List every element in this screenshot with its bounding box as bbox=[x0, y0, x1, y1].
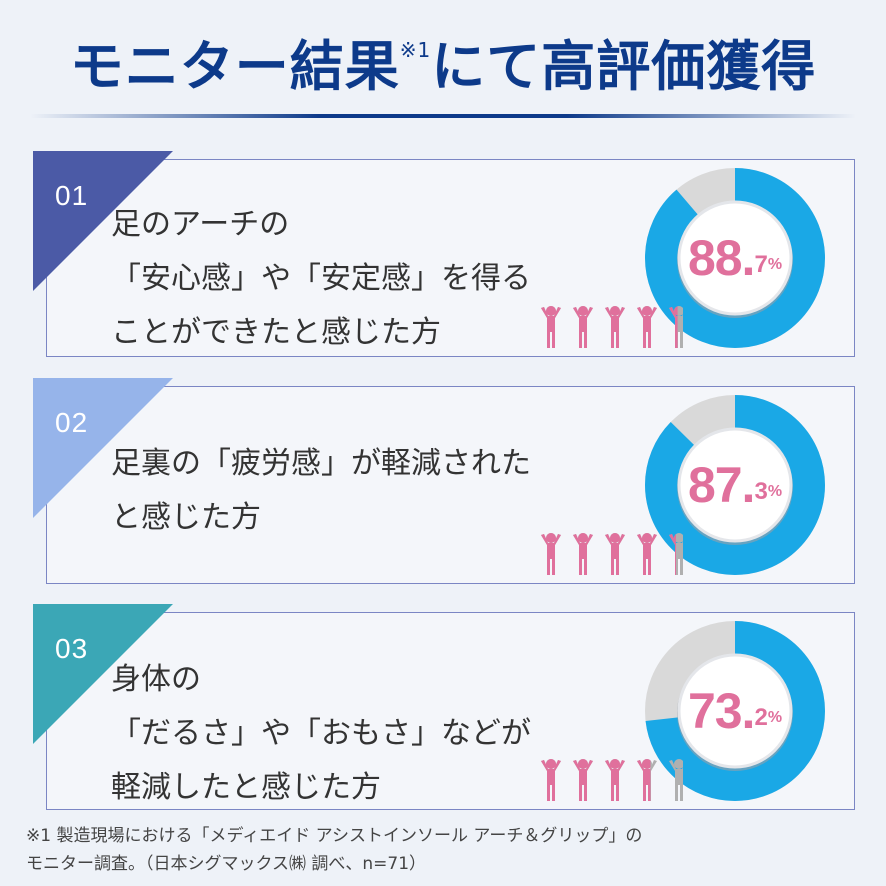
footnote: ※1 製造現場における「メディエイド アシストインソール アーチ＆グリップ」の … bbox=[26, 822, 642, 878]
card-text-line: 「だるさ」や「おもさ」などが bbox=[111, 716, 531, 751]
title-divider bbox=[30, 114, 856, 118]
card-text-line: 「安心感」や「安定感」を得る bbox=[111, 261, 531, 296]
person-icon bbox=[541, 759, 561, 801]
percent-int: 87. bbox=[687, 457, 756, 513]
donut-center bbox=[677, 200, 793, 316]
donut-value-arc bbox=[645, 395, 825, 575]
person-icon bbox=[605, 759, 625, 801]
number-ribbon bbox=[33, 151, 173, 291]
footnote-line: モニター調査。（日本シグマックス㈱ 調べ、n=71） bbox=[26, 854, 427, 874]
card-text: 身体の 「だるさ」や「おもさ」などが 軽減したと感じた方 bbox=[111, 653, 531, 815]
result-card-2: 02 足裏の「疲労感」が軽減された と感じた方 87. 3% bbox=[33, 378, 855, 584]
percent-dec: 7 bbox=[754, 251, 768, 278]
person-icon bbox=[573, 533, 593, 575]
result-card-1: 01 足のアーチの 「安心感」や「安定感」を得る ことができたと感じた方 88.… bbox=[33, 151, 855, 360]
people-icon-group bbox=[541, 306, 683, 348]
person-icon bbox=[669, 306, 683, 348]
percent-label: 87. 3% bbox=[641, 391, 829, 579]
donut-value-arc bbox=[645, 168, 825, 348]
person-icon bbox=[637, 533, 657, 575]
card-text: 足のアーチの 「安心感」や「安定感」を得る ことができたと感じた方 bbox=[111, 198, 531, 360]
percent-int: 88. bbox=[687, 230, 756, 286]
person-icon bbox=[669, 759, 683, 801]
card-text-line: 足のアーチの bbox=[111, 207, 290, 242]
donut-value-arc bbox=[645, 621, 825, 801]
title-rest: にて高評価獲得 bbox=[431, 35, 817, 98]
card-text-line: ことができたと感じた方 bbox=[111, 315, 441, 350]
person-icon bbox=[637, 759, 657, 801]
title-footnote-mark: ※1 bbox=[399, 38, 432, 62]
person-icon bbox=[669, 533, 683, 575]
footnote-line: ※1 製造現場における「メディエイド アシストインソール アーチ＆グリップ」の bbox=[26, 826, 643, 846]
person-icon bbox=[573, 306, 593, 348]
person-icon bbox=[541, 533, 561, 575]
card-text: 足裏の「疲労感」が軽減された と感じた方 bbox=[111, 437, 531, 545]
percent-unit: % bbox=[767, 256, 783, 273]
donut-center bbox=[677, 427, 793, 543]
percent-dec: 3 bbox=[754, 478, 768, 505]
number-ribbon bbox=[33, 604, 173, 744]
donut-chart bbox=[645, 168, 825, 348]
ribbon-shape bbox=[33, 378, 173, 518]
person-icon bbox=[573, 759, 593, 801]
person-icon bbox=[541, 306, 561, 348]
person-icon bbox=[605, 533, 625, 575]
ribbon-shape bbox=[33, 151, 173, 291]
donut-chart bbox=[645, 395, 825, 575]
percent-unit: % bbox=[767, 483, 783, 500]
people-icon-group bbox=[541, 533, 683, 575]
number-ribbon bbox=[33, 378, 173, 518]
percent-unit: % bbox=[767, 709, 783, 726]
title-main: モニター結果 bbox=[69, 35, 400, 98]
donut-center bbox=[677, 653, 793, 769]
percent-dec: 2 bbox=[754, 704, 768, 731]
card-text-line: と感じた方 bbox=[111, 500, 261, 535]
donut-chart bbox=[645, 621, 825, 801]
card-number: 01 bbox=[55, 180, 89, 211]
ribbon-shape bbox=[33, 604, 173, 744]
page-title: モニター結果※1にて高評価獲得 bbox=[0, 22, 886, 101]
card-number: 02 bbox=[55, 407, 89, 438]
card-text-line: 軽減したと感じた方 bbox=[111, 770, 381, 805]
person-icon bbox=[637, 306, 657, 348]
result-card-3: 03 身体の 「だるさ」や「おもさ」などが 軽減したと感じた方 73. 2% bbox=[33, 604, 855, 810]
card-text-line: 足裏の「疲労感」が軽減された bbox=[111, 446, 531, 481]
percent-int: 73. bbox=[687, 683, 756, 739]
percent-label: 73. 2% bbox=[641, 617, 829, 805]
card-number: 03 bbox=[55, 633, 89, 664]
percent-label: 88. 7% bbox=[641, 164, 829, 352]
card-text-line: 身体の bbox=[111, 662, 201, 697]
people-icon-group bbox=[541, 759, 683, 801]
person-icon bbox=[605, 306, 625, 348]
